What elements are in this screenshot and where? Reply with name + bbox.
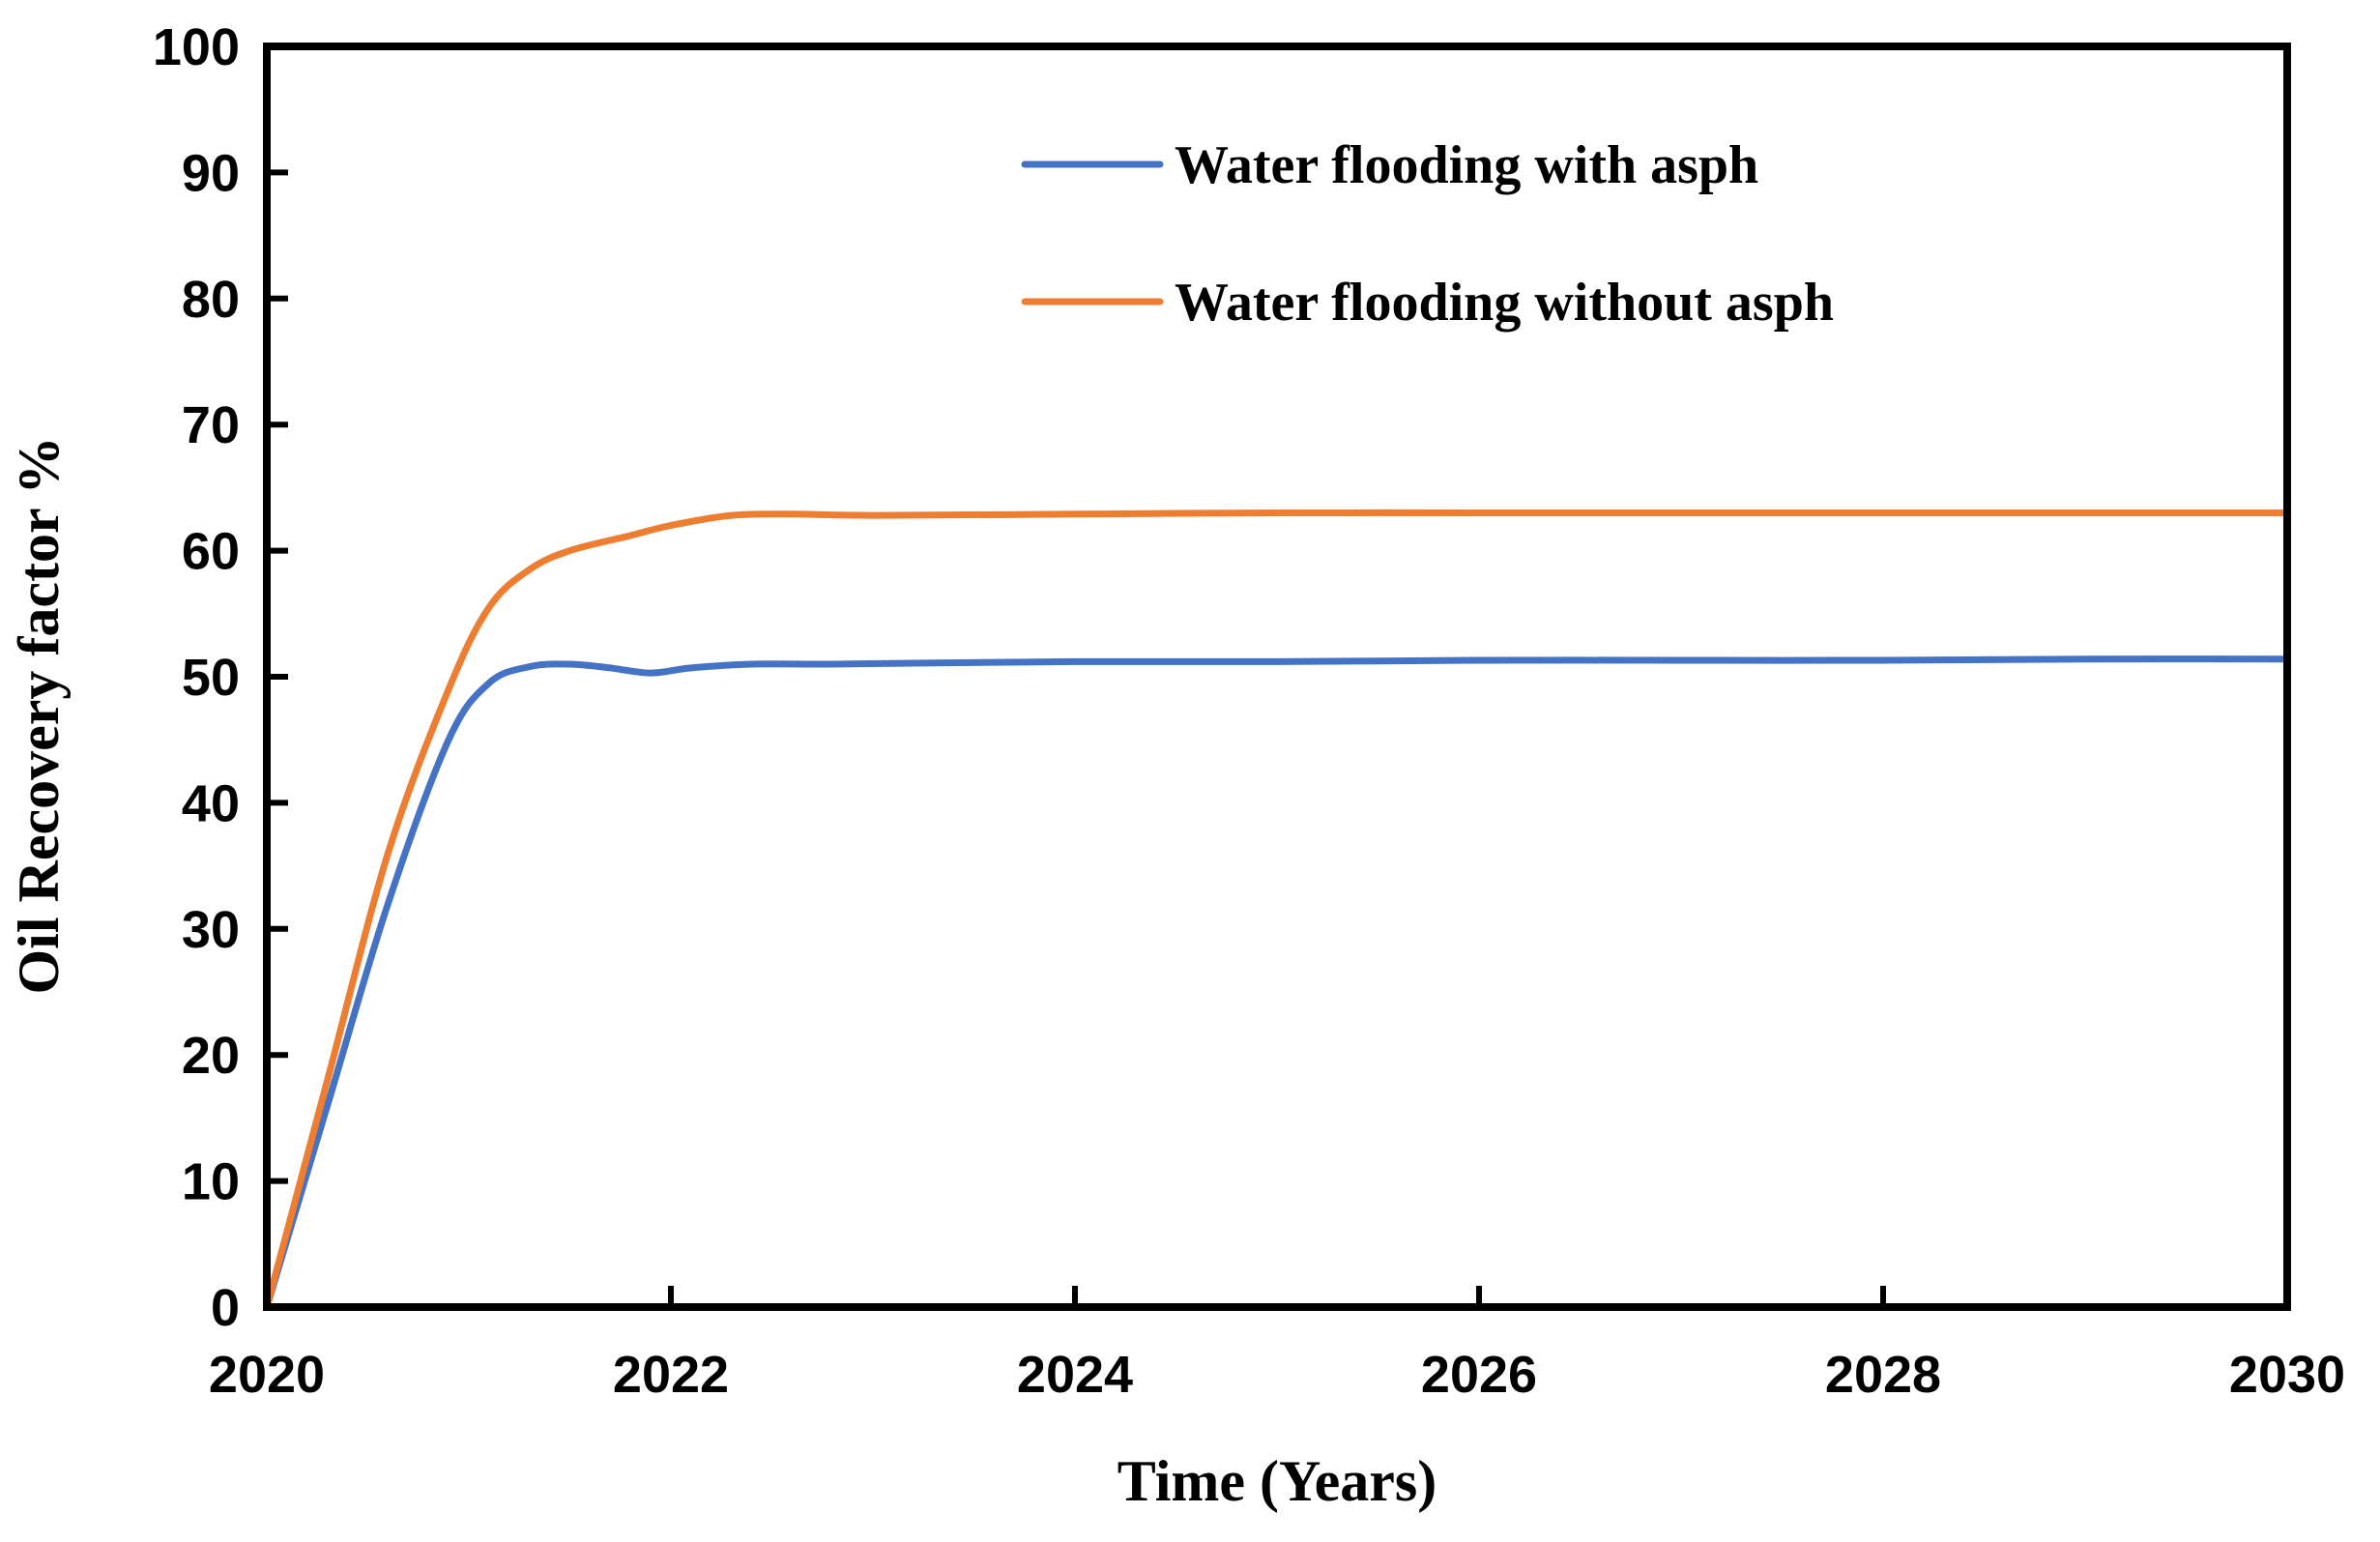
y-tick-label: 40 [182, 774, 240, 832]
y-axis-title: Oil Recovery factor % [7, 436, 71, 994]
y-tick-label: 70 [182, 396, 240, 454]
y-tick-label: 10 [182, 1153, 240, 1211]
x-tick-label: 2030 [2229, 1346, 2345, 1404]
series-line-2 [267, 509, 2287, 1307]
series-line-1 [267, 655, 2287, 1307]
legend-label-2: Water flooding without asph [1175, 273, 1834, 333]
x-tick-label: 2026 [1421, 1346, 1537, 1404]
y-tick-label: 20 [182, 1027, 240, 1085]
y-tick-label: 0 [211, 1279, 240, 1337]
x-tick-label: 2022 [613, 1346, 729, 1404]
y-tick-label: 80 [182, 271, 240, 329]
x-tick-label: 2024 [1017, 1346, 1133, 1404]
y-axis-ticks: 0 10 20 30 40 50 60 70 80 90 100 [153, 18, 288, 1337]
plot-area-frame [263, 43, 2291, 1311]
x-axis-title: Time (Years) [1117, 1449, 1437, 1513]
y-tick-label: 30 [182, 901, 240, 959]
y-tick-label: 60 [182, 523, 240, 581]
legend-label-1: Water flooding with asph [1175, 135, 1758, 195]
x-tick-label: 2028 [1825, 1346, 1941, 1404]
series-layer [267, 509, 2287, 1307]
legend: Water flooding with asph Water flooding w… [1021, 135, 1834, 333]
y-tick-label: 90 [182, 144, 240, 202]
x-axis-ticks: 2020 2022 2024 2026 2028 2030 [209, 1286, 2345, 1404]
y-tick-label: 100 [153, 18, 240, 76]
x-tick-label: 2020 [209, 1346, 325, 1404]
y-tick-label: 50 [182, 649, 240, 707]
